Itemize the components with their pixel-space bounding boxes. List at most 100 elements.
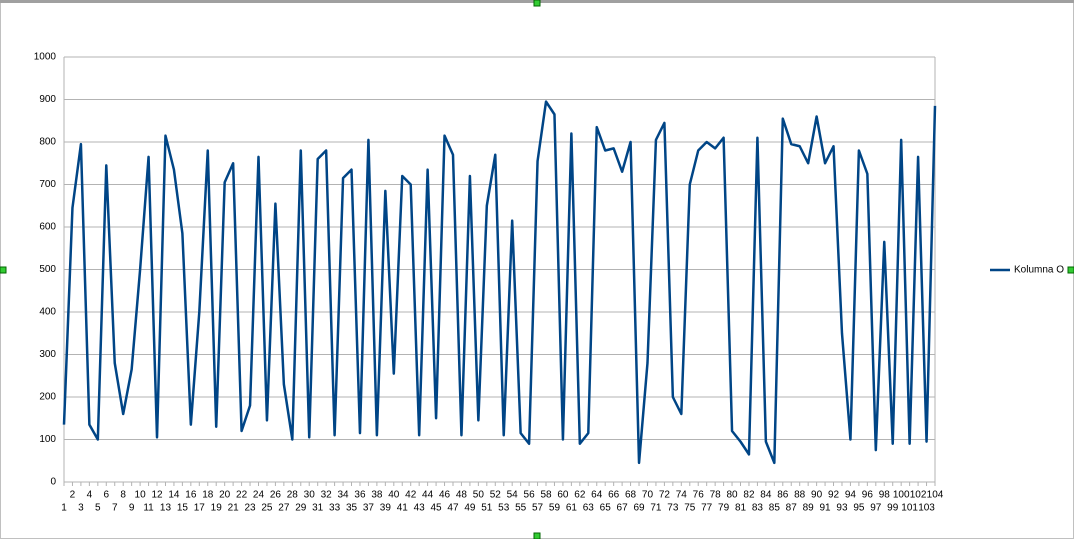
x-tick-label: 58: [540, 490, 552, 501]
x-tick-label: 18: [202, 490, 214, 501]
x-tick-label: 92: [828, 490, 840, 501]
x-tick-label: 82: [743, 490, 755, 501]
x-tick-label: 26: [270, 490, 282, 501]
x-tick-label: 66: [608, 490, 620, 501]
x-tick-label: 15: [177, 503, 189, 514]
x-tick-label: 76: [693, 490, 705, 501]
y-tick-label: 800: [39, 137, 56, 148]
x-tick-label: 71: [650, 503, 662, 514]
y-tick-label: 400: [39, 307, 56, 318]
x-tick-label: 3: [78, 503, 84, 514]
data-line: [62, 100, 937, 465]
x-tick-label: 83: [752, 503, 764, 514]
x-tick-label: 27: [278, 503, 290, 514]
x-tick-label: 69: [633, 503, 645, 514]
x-tick-label: 70: [642, 490, 654, 501]
x-tick-label: 59: [549, 503, 561, 514]
x-tick-label: 45: [431, 503, 443, 514]
x-tick-label: 35: [346, 503, 358, 514]
x-tick-label: 95: [853, 503, 865, 514]
x-tick-label: 44: [422, 490, 434, 501]
x-tick-label: 72: [659, 490, 671, 501]
x-tick-label: 52: [490, 490, 502, 501]
handle: [533, 0, 541, 7]
x-tick-label: 37: [363, 503, 375, 514]
x-tick-label: 80: [726, 490, 738, 501]
x-tick-label: 51: [481, 503, 493, 514]
x-tick-label: 55: [515, 503, 527, 514]
x-tick-label: 33: [329, 503, 341, 514]
x-tick-label: 98: [879, 490, 891, 501]
x-tick-label: 32: [321, 490, 333, 501]
y-tick-label: 700: [39, 179, 56, 190]
y-tick-label: 300: [39, 349, 56, 360]
x-tick-label: 81: [735, 503, 747, 514]
x-tick-label: 31: [312, 503, 324, 514]
x-tick-label: 64: [591, 490, 603, 501]
x-tick-label: 40: [388, 490, 400, 501]
y-tick-label: 0: [50, 477, 56, 488]
x-tick-label: 88: [794, 490, 806, 501]
x-tick-label: 9: [129, 503, 135, 514]
x-tick-label: 20: [219, 490, 231, 501]
x-tick-label: 86: [777, 490, 789, 501]
x-tick-label: 12: [151, 490, 163, 501]
x-tick-label: 28: [287, 490, 299, 501]
x-tick-label: 14: [168, 490, 180, 501]
x-tick-label: 65: [600, 503, 612, 514]
x-tick-label: 13: [160, 503, 172, 514]
x-tick-label: 25: [261, 503, 273, 514]
x-tick-label: 63: [583, 503, 595, 514]
x-tick-label: 74: [676, 490, 688, 501]
x-tick-label: 46: [439, 490, 451, 501]
x-tick-label: 53: [498, 503, 510, 514]
x-tick-label: 96: [862, 490, 874, 501]
x-tick-label: 77: [701, 503, 713, 514]
y-tick-label: 200: [39, 392, 56, 403]
x-tick-label: 36: [354, 490, 366, 501]
y-tick-label: 500: [39, 264, 56, 275]
x-tick-label: 6: [104, 490, 110, 501]
x-tick-label: 38: [371, 490, 383, 501]
x-tick-label: 103: [918, 503, 935, 514]
x-tick-label: 104: [927, 490, 944, 501]
x-tick-label: 93: [836, 503, 848, 514]
x-tick-label: 67: [617, 503, 629, 514]
legend-label: Kolumna O: [1014, 265, 1064, 276]
x-tick-label: 43: [414, 503, 426, 514]
x-tick-label: 5: [95, 503, 101, 514]
x-tick-label: 85: [769, 503, 781, 514]
y-tick-label: 1000: [34, 52, 57, 63]
x-tick-label: 60: [557, 490, 569, 501]
x-tick-label: 87: [786, 503, 798, 514]
y-tick-label: 100: [39, 434, 56, 445]
x-tick-label: 39: [380, 503, 392, 514]
x-tick-label: 23: [244, 503, 256, 514]
x-tick-label: 41: [397, 503, 409, 514]
x-tick-label: 54: [507, 490, 519, 501]
x-tick-label: 47: [447, 503, 459, 514]
x-tick-label: 11: [143, 503, 154, 514]
x-tick-label: 8: [120, 490, 126, 501]
x-tick-label: 100: [893, 490, 910, 501]
x-tick-label: 21: [228, 503, 240, 514]
x-tick-label: 22: [236, 490, 248, 501]
x-tick-label: 91: [820, 503, 832, 514]
x-tick-label: 73: [667, 503, 679, 514]
y-tick-label: 600: [39, 222, 56, 233]
x-tick-label: 61: [566, 503, 578, 514]
x-tick-label: 56: [524, 490, 536, 501]
x-tick-label: 7: [112, 503, 118, 514]
x-tick-label: 10: [135, 490, 147, 501]
x-tick-label: 57: [532, 503, 544, 514]
handle: [533, 532, 541, 539]
x-tick-label: 62: [574, 490, 586, 501]
x-tick-label: 89: [803, 503, 815, 514]
x-tick-label: 101: [901, 503, 918, 514]
x-tick-label: 90: [811, 490, 823, 501]
x-tick-label: 84: [760, 490, 772, 501]
x-tick-label: 79: [718, 503, 730, 514]
x-tick-label: 42: [405, 490, 417, 501]
x-tick-label: 48: [456, 490, 468, 501]
